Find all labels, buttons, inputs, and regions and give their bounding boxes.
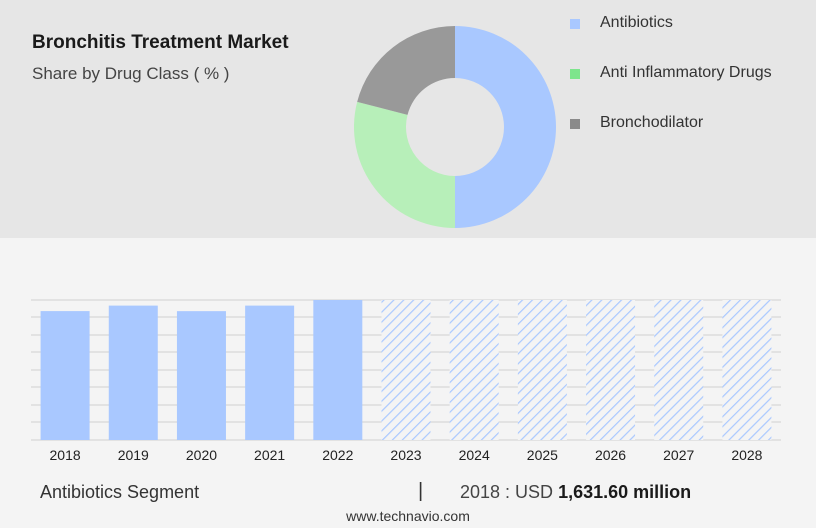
bar-2023 <box>381 300 431 440</box>
bar-2026 <box>586 300 636 440</box>
x-tick-label: 2025 <box>527 447 558 463</box>
legend-swatch <box>570 119 580 129</box>
bar-2027 <box>654 300 704 440</box>
footer-segment-label: Antibiotics Segment <box>40 482 200 502</box>
footer-year-prefix: 2018 : USD <box>460 482 554 502</box>
x-tick-label: 2020 <box>186 447 217 463</box>
bar-2020 <box>176 311 226 440</box>
donut-slice-anti-inflammatory-drugs <box>354 101 455 228</box>
donut-chart <box>354 26 556 228</box>
donut-slice-antibiotics <box>455 26 556 228</box>
x-tick-label: 2018 <box>50 447 81 463</box>
x-tick-label: 2028 <box>731 447 762 463</box>
legend-label: Anti Inflammatory Drugs <box>600 64 772 81</box>
x-tick-label: 2027 <box>663 447 694 463</box>
footer-separator: | <box>418 480 424 502</box>
bar-2018 <box>40 311 90 440</box>
x-tick-label: 2024 <box>459 447 490 463</box>
x-tick-label: 2019 <box>118 447 149 463</box>
bar-2028 <box>722 300 772 440</box>
x-tick-label: 2023 <box>390 447 421 463</box>
x-tick-label: 2021 <box>254 447 285 463</box>
legend-label: Antibiotics <box>600 14 673 31</box>
source-link[interactable]: www.technavio.com <box>346 508 470 524</box>
donut-slice-bronchodilator <box>357 26 455 115</box>
bar-2024 <box>449 300 499 440</box>
legend-swatch <box>570 69 580 79</box>
footer-value: 2018 : USD 1,631.60 million <box>460 482 691 503</box>
bar-2019 <box>108 305 158 440</box>
bar-2025 <box>517 300 567 440</box>
legend-swatch <box>570 19 580 29</box>
x-tick-label: 2022 <box>322 447 353 463</box>
x-tick-label: 2026 <box>595 447 626 463</box>
chart-subtitle: Share by Drug Class ( % ) <box>32 64 230 83</box>
bar-2022 <box>313 300 363 440</box>
footer-value-amount: 1,631.60 million <box>558 482 692 502</box>
legend-label: Bronchodilator <box>600 114 704 131</box>
chart-title: Bronchitis Treatment Market <box>32 32 289 53</box>
bar-2021 <box>245 305 295 440</box>
